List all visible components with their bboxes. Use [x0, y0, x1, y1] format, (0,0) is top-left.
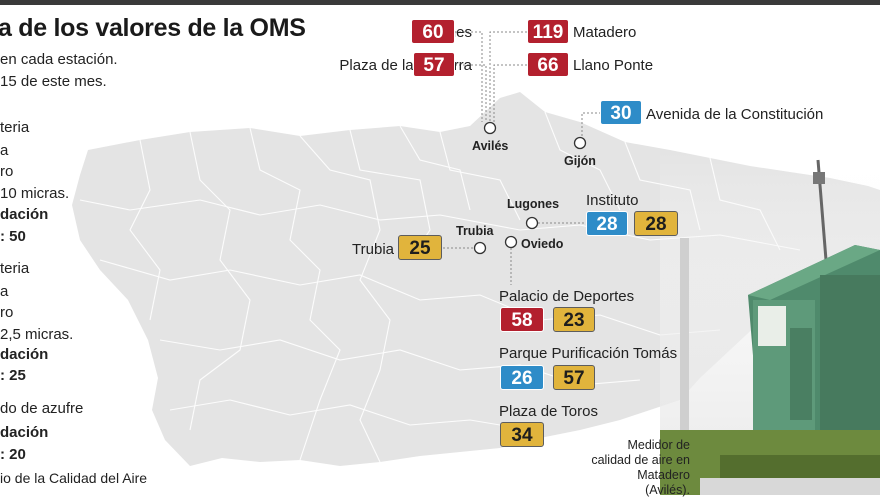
value-badge-instituto: 28 [586, 211, 628, 236]
legend-line: : 50 [0, 228, 26, 245]
station-label-plaza-de-toros: Plaza de Toros [499, 403, 598, 420]
value-badge-palacio-de-deportes: 58 [500, 307, 544, 332]
intro-line-2: 15 de este mes. [0, 73, 107, 90]
legend-line: a [0, 142, 9, 159]
legend-line: teria [0, 260, 30, 277]
city-label-trubia: Trubia [456, 224, 494, 238]
city-label-oviedo: Oviedo [521, 237, 564, 251]
station-label-avenida-de-la-constitucion: Avenida de la Constitución [646, 106, 824, 123]
value-badge-plaza-de-la-guitarra: 57 [413, 52, 455, 77]
lugones-marker [525, 216, 539, 230]
value-badge-parque-purificacion-tomas: 57 [553, 365, 595, 390]
top-rule [0, 0, 880, 5]
gijon-marker [573, 136, 587, 150]
station-label-instituto: Instituto [586, 192, 639, 209]
trubia-marker [473, 241, 487, 255]
value-badge-plaza-de-toros: 34 [500, 422, 544, 447]
station-label-llano-ponte: Llano Ponte [573, 57, 654, 74]
station-label-palacio-de-deportes: Palacio de Deportes [499, 288, 635, 305]
leader-lines [443, 31, 601, 285]
value-badge-trubia: 25 [398, 235, 442, 260]
legend-line: dación [0, 206, 49, 223]
intro-line-1: en cada estación. [0, 51, 118, 68]
value-badge-llano-ponte: 66 [527, 52, 569, 77]
station-label-matadero: Matadero [573, 24, 637, 41]
legend-line: teria [0, 119, 30, 136]
page-title: a de los valores de la OMS [0, 14, 306, 42]
value-badge-matadero: 119 [527, 19, 569, 44]
value-badge-avenida-de-la-constitucion: 30 [600, 100, 642, 125]
station-label-trubia: Trubia [352, 241, 394, 258]
legend-line: : 20 [0, 446, 26, 463]
value-badge-parque-purificacion-tomas: 26 [500, 365, 544, 390]
photo-caption: Medidor de calidad de aire en Matadero (… [591, 438, 690, 497]
air-monitor-photo [660, 150, 880, 495]
legend-line: dación [0, 424, 49, 441]
value-badge-palacio-de-deportes: 23 [553, 307, 595, 332]
legend-line: a [0, 283, 9, 300]
legend-line: ro [0, 304, 14, 321]
city-label-aviles: Avilés [472, 139, 509, 153]
legend-line: dación [0, 346, 49, 363]
legend-line: 10 micras. [0, 185, 70, 202]
source-note: io de la Calidad del Aire [0, 470, 148, 486]
aviles-marker [483, 121, 497, 135]
legend-line: : 25 [0, 367, 26, 384]
value-badge-instituto: 28 [634, 211, 678, 236]
oviedo-marker [504, 235, 518, 249]
city-label-lugones: Lugones [507, 197, 560, 211]
legend-line: 2,5 micras. [0, 326, 74, 343]
station-label-parque-purificacion-tomas: Parque Purificación Tomás [499, 345, 678, 362]
city-label-gijon: Gijón [564, 154, 596, 168]
legend-line: ro [0, 163, 14, 180]
legend-line: do de azufre [0, 400, 84, 417]
value-badge-llaranes: 60 [411, 19, 455, 44]
